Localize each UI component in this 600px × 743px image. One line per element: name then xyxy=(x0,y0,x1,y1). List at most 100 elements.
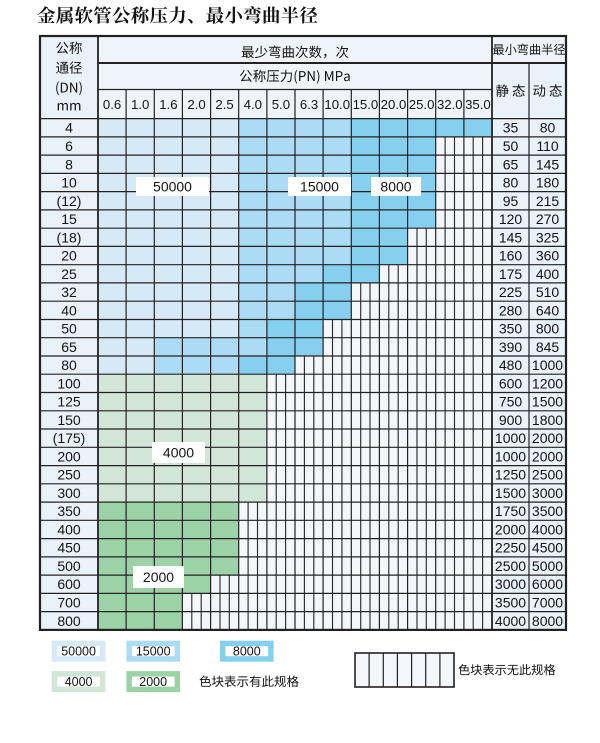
svg-text:900: 900 xyxy=(499,412,523,428)
svg-text:2000: 2000 xyxy=(532,448,563,464)
svg-text:600: 600 xyxy=(499,375,523,391)
svg-text:400: 400 xyxy=(536,266,560,282)
svg-text:15000: 15000 xyxy=(300,179,339,195)
svg-text:2.0: 2.0 xyxy=(187,97,205,112)
svg-text:180: 180 xyxy=(536,175,560,191)
svg-text:125: 125 xyxy=(57,394,81,410)
svg-text:2000: 2000 xyxy=(143,569,174,585)
svg-text:270: 270 xyxy=(536,211,560,227)
svg-text:4.0: 4.0 xyxy=(244,97,262,112)
svg-text:4000: 4000 xyxy=(65,675,93,689)
svg-text:400: 400 xyxy=(57,522,81,538)
svg-text:25.0: 25.0 xyxy=(409,97,435,112)
svg-text:350: 350 xyxy=(57,503,81,519)
svg-text:215: 215 xyxy=(536,193,560,209)
svg-text:50000: 50000 xyxy=(61,645,96,659)
svg-text:160: 160 xyxy=(499,248,523,264)
svg-text:800: 800 xyxy=(536,321,560,337)
svg-text:6.3: 6.3 xyxy=(300,97,318,112)
svg-text:20.0: 20.0 xyxy=(381,97,407,112)
svg-text:510: 510 xyxy=(536,284,560,300)
svg-text:80: 80 xyxy=(61,357,77,373)
svg-text:100: 100 xyxy=(57,375,81,391)
svg-text:5000: 5000 xyxy=(532,558,563,574)
svg-text:250: 250 xyxy=(57,467,81,483)
svg-text:15: 15 xyxy=(61,211,77,227)
svg-text:50: 50 xyxy=(503,138,519,154)
svg-text:2000: 2000 xyxy=(532,430,563,446)
svg-text:450: 450 xyxy=(57,540,81,556)
svg-text:2.5: 2.5 xyxy=(215,97,233,112)
svg-text:65: 65 xyxy=(503,156,519,172)
svg-text:2000: 2000 xyxy=(495,522,526,538)
svg-text:1500: 1500 xyxy=(532,394,563,410)
svg-text:1000: 1000 xyxy=(495,430,526,446)
svg-text:(12): (12) xyxy=(57,193,82,209)
svg-text:1250: 1250 xyxy=(495,467,526,483)
svg-text:1200: 1200 xyxy=(532,375,563,391)
svg-text:95: 95 xyxy=(503,193,519,209)
svg-text:3500: 3500 xyxy=(532,503,563,519)
svg-text:3000: 3000 xyxy=(532,485,563,501)
svg-text:4: 4 xyxy=(65,120,73,136)
svg-text:145: 145 xyxy=(499,229,523,245)
svg-text:120: 120 xyxy=(499,211,523,227)
svg-text:480: 480 xyxy=(499,357,523,373)
svg-text:50: 50 xyxy=(61,321,77,337)
svg-text:225: 225 xyxy=(499,284,523,300)
svg-text:2250: 2250 xyxy=(495,540,526,556)
svg-text:300: 300 xyxy=(57,485,81,501)
svg-text:500: 500 xyxy=(57,558,81,574)
svg-text:700: 700 xyxy=(57,595,81,611)
svg-text:32: 32 xyxy=(61,284,77,300)
svg-text:15000: 15000 xyxy=(136,645,171,659)
svg-text:110: 110 xyxy=(536,138,559,154)
svg-text:35.0: 35.0 xyxy=(465,97,491,112)
svg-text:(18): (18) xyxy=(57,229,82,245)
svg-text:8000: 8000 xyxy=(380,179,411,195)
svg-text:80: 80 xyxy=(503,175,519,191)
svg-text:845: 845 xyxy=(536,339,560,355)
svg-text:15.0: 15.0 xyxy=(353,97,379,112)
svg-text:280: 280 xyxy=(499,302,523,318)
svg-text:200: 200 xyxy=(57,448,81,464)
svg-text:150: 150 xyxy=(57,412,81,428)
svg-text:145: 145 xyxy=(536,156,560,172)
svg-text:600: 600 xyxy=(57,576,81,592)
svg-text:1500: 1500 xyxy=(495,485,526,501)
svg-text:3000: 3000 xyxy=(495,576,526,592)
svg-text:40: 40 xyxy=(61,302,77,318)
svg-text:10: 10 xyxy=(61,175,77,191)
svg-text:65: 65 xyxy=(61,339,77,355)
svg-text:4500: 4500 xyxy=(532,540,563,556)
svg-text:4000: 4000 xyxy=(532,522,563,538)
svg-text:4000: 4000 xyxy=(495,613,526,629)
svg-text:360: 360 xyxy=(536,248,560,264)
svg-text:390: 390 xyxy=(499,339,523,355)
svg-text:1.0: 1.0 xyxy=(131,97,149,112)
svg-text:750: 750 xyxy=(499,394,523,410)
svg-text:2000: 2000 xyxy=(139,675,167,689)
svg-text:32.0: 32.0 xyxy=(437,97,463,112)
svg-text:1800: 1800 xyxy=(532,412,563,428)
svg-text:6000: 6000 xyxy=(532,576,563,592)
svg-text:2500: 2500 xyxy=(532,467,563,483)
svg-text:8000: 8000 xyxy=(532,613,563,629)
svg-text:10.0: 10.0 xyxy=(324,97,350,112)
svg-text:4000: 4000 xyxy=(163,445,194,461)
svg-text:325: 325 xyxy=(536,229,560,245)
svg-text:0.6: 0.6 xyxy=(103,97,121,112)
svg-text:8: 8 xyxy=(65,156,73,172)
svg-text:8000: 8000 xyxy=(233,645,261,659)
svg-text:1750: 1750 xyxy=(495,503,526,519)
svg-text:50000: 50000 xyxy=(153,179,192,195)
svg-text:350: 350 xyxy=(499,321,523,337)
svg-text:(175): (175) xyxy=(53,430,86,446)
svg-text:5.0: 5.0 xyxy=(272,97,290,112)
svg-text:1000: 1000 xyxy=(532,357,563,373)
svg-text:7000: 7000 xyxy=(532,595,563,611)
svg-text:800: 800 xyxy=(57,613,81,629)
svg-text:6: 6 xyxy=(65,138,73,154)
svg-text:3500: 3500 xyxy=(495,595,526,611)
svg-text:640: 640 xyxy=(536,302,560,318)
